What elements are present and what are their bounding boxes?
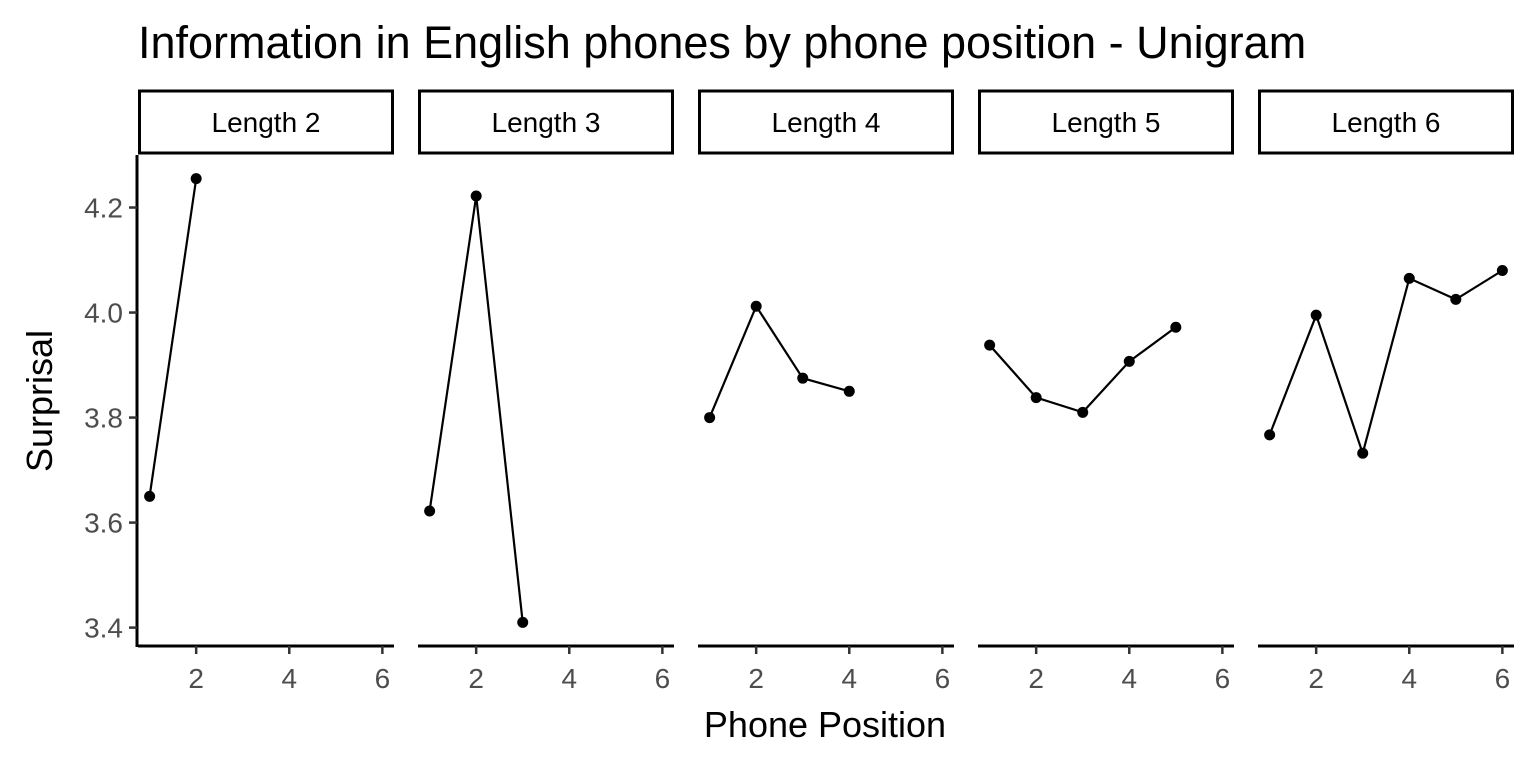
facet-strip-label: Length 3 [492,107,601,138]
facet-strip-label: Length 5 [1052,107,1161,138]
facet-panel: Length 6 2 4 6 [1258,89,1514,694]
y-axis-title: Surprisal [19,330,60,472]
series-line [148,178,198,497]
x-tick-label: 6 [935,663,951,694]
data-point [190,173,202,185]
data-point [1170,321,1182,333]
y-tick-label: 3.8 [84,403,123,434]
facet-strip [978,89,1234,155]
data-point [1077,406,1089,418]
x-tick-label: 4 [561,663,577,694]
facet-strip [1258,89,1514,155]
data-point [144,490,156,502]
chart-title: Information in English phones by phone p… [138,17,1306,68]
x-tick-label: 2 [748,663,764,694]
data-point [1357,447,1369,459]
data-point [1496,265,1508,277]
x-tick-label: 4 [281,663,297,694]
x-tick-label: 2 [188,663,204,694]
data-point [470,190,482,202]
x-tick-label: 6 [1215,663,1231,694]
x-tick-label: 4 [1121,663,1137,694]
data-point [704,412,716,424]
data-point [750,300,762,312]
facet-panel: Length 5 2 4 6 [978,89,1234,694]
x-tick-label: 6 [1495,663,1511,694]
data-point [797,372,809,384]
x-axis-title: Phone Position [704,704,946,745]
facet-strip-label: Length 6 [1332,107,1441,138]
data-point [984,339,996,351]
data-point [1030,392,1042,404]
series-line [428,195,524,623]
x-tick-label: 6 [655,663,671,694]
facet-strip [418,89,674,155]
y-tick-label: 3.6 [84,508,123,539]
data-point [1403,272,1415,284]
x-tick-label: 2 [1028,663,1044,694]
facet-panel: Length 3 2 4 6 [418,89,674,694]
data-point [1310,309,1322,321]
data-point [1123,355,1135,367]
y-tick-label: 4.0 [84,298,123,329]
facet-strip [698,89,954,155]
x-tick-label: 4 [841,663,857,694]
series-line [708,303,850,419]
data-point [1450,293,1462,305]
series-line [988,326,1177,414]
data-point [1264,429,1276,441]
data-point [424,505,436,517]
facet-strip-label: Length 4 [772,107,881,138]
x-tick-label: 6 [375,663,391,694]
data-point [843,385,855,397]
y-axis: 3.4 3.6 3.8 4.0 4.2 [84,155,139,647]
facet-strip [138,89,394,155]
y-tick-label: 4.2 [84,193,123,224]
facet-panel: Length 4 2 4 6 [698,89,954,694]
facet-panel: Length 2 2 4 6 [138,89,394,694]
series-line [1268,269,1503,458]
y-tick-label: 3.4 [84,613,123,644]
x-tick-label: 2 [468,663,484,694]
facet-strip-label: Length 2 [212,107,321,138]
data-point [517,616,529,628]
x-tick-label: 2 [1308,663,1324,694]
x-tick-label: 4 [1401,663,1417,694]
